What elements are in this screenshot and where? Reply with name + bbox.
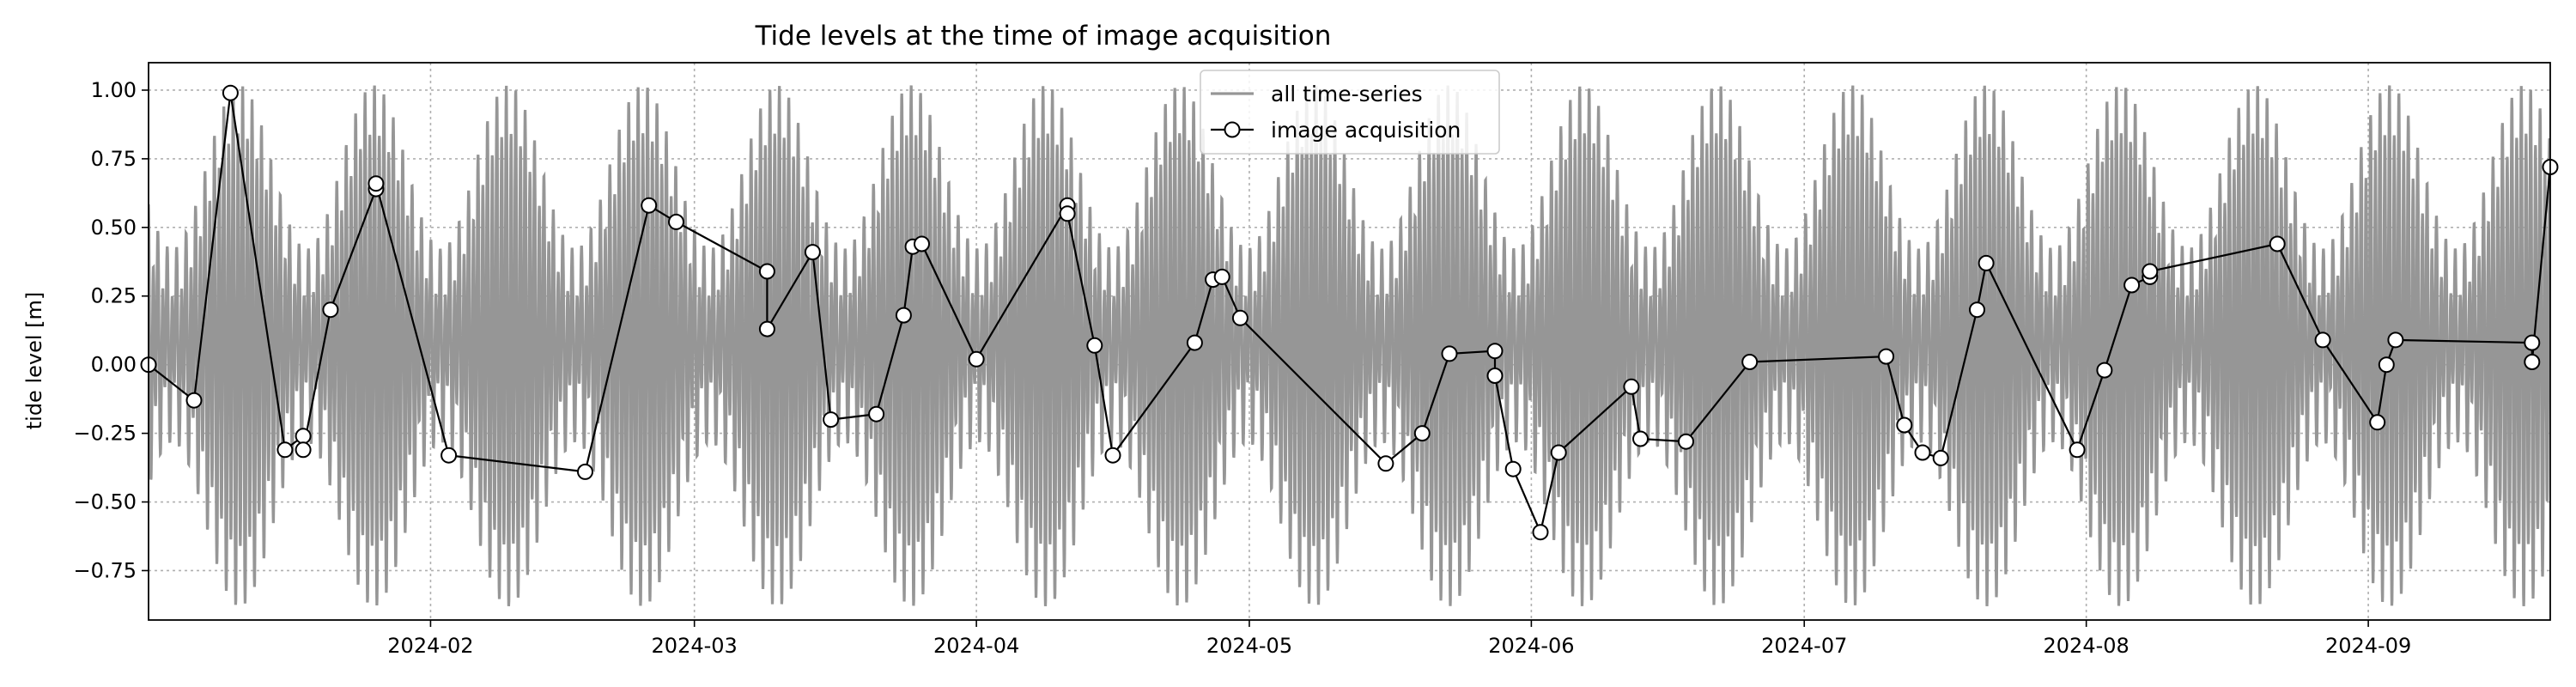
x-tick-label: 2024-09 xyxy=(2325,634,2411,658)
acquisition-point xyxy=(1532,524,1549,541)
acquisition-point xyxy=(2524,354,2541,370)
legend-label-all-time-series: all time-series xyxy=(1271,82,1423,106)
acquisition-point xyxy=(295,441,312,459)
acquisition-point xyxy=(2524,334,2541,351)
x-tick-label: 2024-04 xyxy=(933,634,1019,658)
acquisition-point xyxy=(1413,425,1431,442)
acquisition-point xyxy=(868,405,885,423)
acquisition-point xyxy=(968,350,985,368)
acquisition-point xyxy=(368,175,385,192)
acquisition-point xyxy=(1086,337,1103,354)
acquisition-point xyxy=(1550,444,1567,461)
acquisition-point xyxy=(577,463,593,480)
legend: all time-series image acquisition xyxy=(1200,70,1500,155)
acquisition-point xyxy=(823,411,840,429)
acquisition-point xyxy=(2369,414,2386,431)
acquisition-point xyxy=(2123,277,2141,294)
acquisition-point xyxy=(2378,356,2395,374)
acquisition-point xyxy=(2142,263,2159,280)
acquisition-point xyxy=(641,197,658,214)
acquisition-point xyxy=(295,428,312,445)
acquisition-point xyxy=(758,320,775,337)
acquisition-point xyxy=(895,307,912,324)
y-tick-label: −0.75 xyxy=(73,558,137,582)
acquisition-point xyxy=(185,392,203,409)
acquisition-point xyxy=(2387,331,2404,349)
y-tick-label: 0.00 xyxy=(91,353,137,377)
chart-title: Tide levels at the time of image acquisi… xyxy=(755,21,1332,52)
axes-frame xyxy=(148,62,2551,621)
acquisition-point xyxy=(1741,354,1759,370)
x-tick-label: 2024-02 xyxy=(387,634,473,658)
x-tick-label: 2024-05 xyxy=(1206,634,1292,658)
x-tick-label: 2024-07 xyxy=(1761,634,1847,658)
acquisition-point xyxy=(1377,455,1394,472)
acquisition-point xyxy=(276,441,294,459)
acquisition-point xyxy=(804,244,821,261)
acquisition-point xyxy=(2096,362,2113,379)
acquisition-point xyxy=(1978,254,1995,271)
acquisition-point xyxy=(1878,348,1895,365)
acquisition-point xyxy=(1186,334,1203,351)
acquisition-point xyxy=(1932,449,1949,466)
acquisition-point xyxy=(2069,441,2086,459)
acquisition-point xyxy=(1104,447,1121,464)
acquisition-point xyxy=(222,84,239,101)
acquisition-point xyxy=(1213,268,1230,285)
acquisition-point xyxy=(1969,301,1985,319)
acquisition-point xyxy=(1504,460,1522,477)
x-tick-label: 2024-06 xyxy=(1488,634,1574,658)
y-tick-label: 0.25 xyxy=(91,284,137,308)
y-tick-label: −0.25 xyxy=(73,422,137,446)
acquisition-point xyxy=(914,235,930,252)
series-line-all-time-series xyxy=(149,85,2550,606)
y-tick-label: 0.75 xyxy=(91,147,137,171)
acquisition-point xyxy=(1441,345,1458,362)
y-tick-label: 0.50 xyxy=(91,216,137,240)
acquisition-point xyxy=(1896,416,1913,434)
acquisition-point xyxy=(1486,368,1504,384)
y-tick-label: −0.50 xyxy=(73,490,137,514)
acquisition-point xyxy=(1632,430,1649,447)
x-tick-label: 2024-03 xyxy=(652,634,738,658)
acquisition-point xyxy=(668,213,684,230)
acquisition-point xyxy=(1623,378,1640,395)
legend-label-image-acquisition: image acquisition xyxy=(1271,118,1461,143)
acquisition-point xyxy=(1231,309,1249,326)
acquisition-point xyxy=(1059,205,1076,222)
acquisition-point xyxy=(2314,331,2331,349)
y-tick-label: 1.00 xyxy=(91,78,137,102)
x-tick-label: 2024-08 xyxy=(2044,634,2129,658)
acquisition-point xyxy=(1678,433,1694,450)
acquisition-point xyxy=(440,447,458,464)
legend-marker-image-acquisition xyxy=(1224,121,1241,138)
acquisition-point xyxy=(1914,444,1931,461)
acquisition-point xyxy=(758,263,775,280)
acquisition-point xyxy=(322,301,339,319)
acquisition-point xyxy=(2269,235,2286,252)
plot-area: 2024-02 2024-03 2024-04 2024-05 2024-06 2024-… xyxy=(73,62,2559,658)
y-axis-label: tide level [m] xyxy=(22,292,46,430)
acquisition-point xyxy=(1486,343,1504,360)
legend-box xyxy=(1200,70,1500,155)
